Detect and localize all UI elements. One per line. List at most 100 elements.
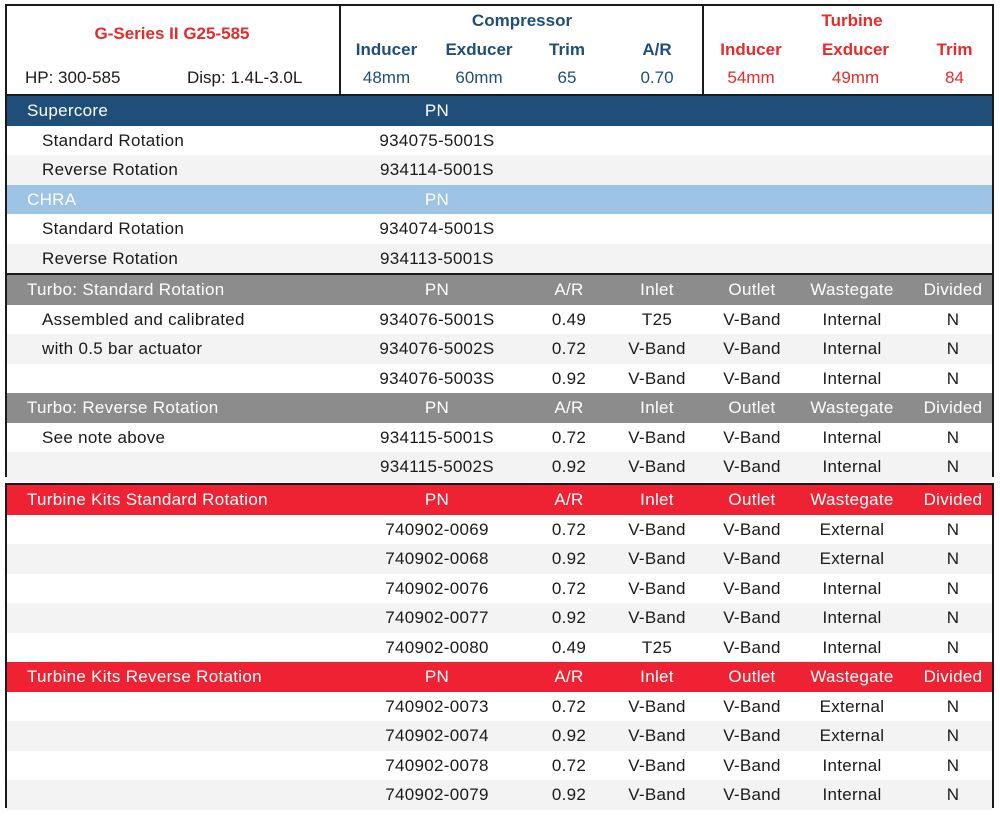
table-cell: 740902-0069 bbox=[385, 519, 489, 539]
table-cell: N bbox=[946, 427, 960, 447]
table-cell: 0.92 bbox=[551, 457, 587, 476]
section-title: Turbine Kits Standard Rotation bbox=[27, 490, 268, 509]
table-cell: Divided bbox=[923, 398, 983, 417]
table-cell: Inlet bbox=[640, 667, 674, 686]
table-cell: V-Band bbox=[723, 457, 781, 476]
table-cell: 0.72 bbox=[551, 427, 587, 447]
table-cell: Divided bbox=[923, 280, 983, 299]
table-cell: N bbox=[946, 608, 960, 627]
section-title: CHRA bbox=[27, 189, 77, 209]
table-cell: 740902-0079 bbox=[385, 785, 489, 804]
table-cell: V-Band bbox=[628, 368, 686, 388]
table-cell: V-Band bbox=[723, 339, 781, 358]
table-cell: Internal bbox=[822, 309, 882, 329]
table-cell: Outlet bbox=[728, 667, 776, 686]
table-cell: Internal bbox=[822, 755, 882, 775]
table-cell: Wastegate bbox=[810, 280, 894, 299]
table-cell: V-Band bbox=[723, 309, 781, 329]
hp-range: HP: 300-585 bbox=[25, 68, 121, 87]
turbine-label: Turbine bbox=[821, 11, 883, 30]
model-title: G-Series II G25-585 bbox=[94, 24, 250, 43]
table-cell: 740902-0077 bbox=[385, 608, 489, 627]
table-cell: Internal bbox=[822, 637, 882, 657]
compressor-label: Compressor bbox=[471, 11, 573, 30]
section-title: Turbo: Standard Rotation bbox=[27, 280, 225, 299]
turbine-kits-table: Turbine Kits Standard Rotation PN A/R In… bbox=[5, 483, 994, 810]
table-cell: PN bbox=[424, 490, 450, 509]
table-cell: 740902-0078 bbox=[385, 755, 489, 775]
table-cell: 0.92 bbox=[551, 785, 587, 804]
table-cell: 0.92 bbox=[551, 549, 587, 568]
turb-exducer-label: Exducer bbox=[821, 40, 890, 59]
table-cell: N bbox=[946, 457, 960, 476]
table-cell: V-Band bbox=[723, 637, 781, 657]
comp-exducer-value: 60mm bbox=[455, 68, 503, 87]
table-cell: PN bbox=[424, 280, 450, 299]
kits-standard-header: Turbine Kits Standard Rotation PN A/R In… bbox=[7, 485, 992, 515]
table-cell: 0.49 bbox=[551, 637, 587, 657]
table-row: Standard Rotation 934075-5001S bbox=[7, 126, 992, 156]
table-row: 740902-0076 0.72 V-Band V-Band Internal N bbox=[7, 574, 992, 604]
table-cell: V-Band bbox=[628, 339, 686, 358]
table-cell: External bbox=[819, 696, 885, 716]
table-cell: 934075-5001S bbox=[379, 130, 495, 150]
table-cell: 0.92 bbox=[551, 608, 587, 627]
table-cell: N bbox=[946, 339, 960, 358]
table-cell: Internal bbox=[822, 368, 882, 388]
table-cell: V-Band bbox=[628, 726, 686, 745]
turb-inducer-value: 54mm bbox=[727, 68, 775, 87]
table-cell: Wastegate bbox=[810, 667, 894, 686]
comp-inducer-label: Inducer bbox=[355, 40, 418, 59]
table-cell: Internal bbox=[822, 578, 882, 598]
table-cell: Internal bbox=[822, 785, 882, 804]
table-cell: A/R bbox=[554, 490, 584, 509]
table-cell: N bbox=[946, 368, 960, 388]
table-cell: 0.72 bbox=[551, 696, 587, 716]
table-cell: V-Band bbox=[628, 785, 686, 804]
table-cell: Standard Rotation bbox=[42, 219, 185, 238]
table-cell: 740902-0074 bbox=[385, 726, 489, 745]
table-cell: Internal bbox=[822, 608, 882, 627]
table-cell: 934076-5001S bbox=[379, 309, 495, 329]
comp-trim-value: 65 bbox=[557, 68, 577, 87]
table-cell: Standard Rotation bbox=[42, 130, 185, 150]
top-rows: Supercore PN Standard Rotation 934075-50… bbox=[7, 96, 992, 482]
table-cell: N bbox=[946, 755, 960, 775]
table-cell: V-Band bbox=[723, 608, 781, 627]
table-cell: Wastegate bbox=[810, 490, 894, 509]
table-cell: A/R bbox=[554, 280, 584, 299]
table-cell: 934074-5001S bbox=[379, 219, 495, 238]
table-cell: Divided bbox=[923, 667, 983, 686]
turbo-reverse-header: Turbo: Reverse Rotation PN A/R Inlet Out… bbox=[7, 393, 992, 423]
table-cell: External bbox=[819, 549, 885, 568]
kits-reverse-header: Turbine Kits Reverse Rotation PN A/R Inl… bbox=[7, 662, 992, 692]
table-cell: V-Band bbox=[723, 785, 781, 804]
table-cell: Inlet bbox=[640, 490, 674, 509]
comp-exducer-label: Exducer bbox=[445, 40, 513, 59]
section-title: Supercore bbox=[27, 101, 109, 120]
table-cell: N bbox=[946, 726, 960, 745]
table-row: 740902-0073 0.72 V-Band V-Band External N bbox=[7, 692, 992, 722]
table-cell: Internal bbox=[822, 339, 882, 358]
table-cell: V-Band bbox=[723, 755, 781, 775]
table-cell: V-Band bbox=[628, 696, 686, 716]
table-cell: 0.72 bbox=[551, 578, 587, 598]
turb-inducer-label: Inducer bbox=[720, 40, 782, 59]
table-cell: 934115-5002S bbox=[380, 457, 494, 476]
table-cell: N bbox=[946, 637, 960, 657]
table-cell: V-Band bbox=[628, 578, 686, 598]
table-cell: V-Band bbox=[628, 549, 686, 568]
table-cell: Wastegate bbox=[810, 398, 894, 417]
table-cell: Internal bbox=[822, 457, 882, 476]
table-cell: N bbox=[946, 549, 960, 568]
table-cell: Assembled and calibrated bbox=[42, 309, 245, 329]
table-row: Reverse Rotation 934113-5001S bbox=[7, 243, 992, 273]
table-row: Reverse Rotation 934114-5001S bbox=[7, 155, 992, 185]
table-cell: V-Band bbox=[723, 578, 781, 598]
turb-trim-label: Trim bbox=[936, 40, 973, 59]
table-row: 934076-5003S 0.92 V-Band V-Band Internal… bbox=[7, 364, 992, 394]
comp-ar-value: 0.70 bbox=[640, 68, 674, 87]
table-cell: T25 bbox=[641, 309, 673, 329]
table-cell: External bbox=[819, 519, 885, 539]
table-cell: PN bbox=[424, 398, 450, 417]
